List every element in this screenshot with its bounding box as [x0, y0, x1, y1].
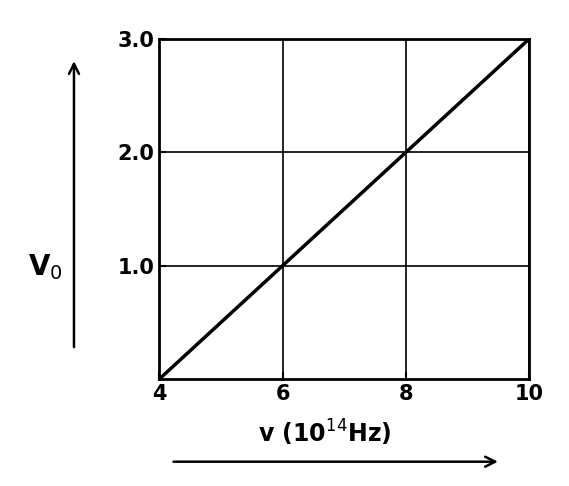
Text: v (10$^{14}$Hz): v (10$^{14}$Hz) — [258, 417, 391, 448]
Text: V$_0$: V$_0$ — [28, 252, 63, 282]
